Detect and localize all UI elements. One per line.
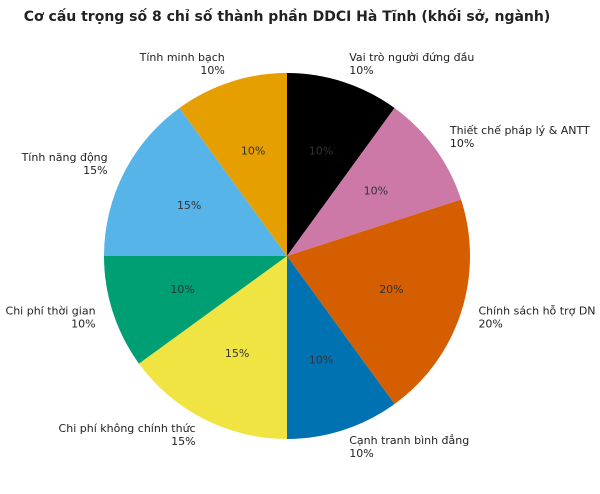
slice-name-label: Chi phí không chính thức	[59, 422, 196, 435]
pie-slice	[287, 107, 462, 256]
slice-name-label: Vai trò người đứng đầu	[349, 51, 474, 64]
slice-percent-label: 15%	[171, 435, 195, 448]
slice-percent-label: 10%	[71, 318, 95, 331]
slice-value-label: 10%	[170, 283, 194, 296]
slice-value-label: 15%	[177, 199, 201, 212]
slice-name-label: Thiết chế pháp lý & ANTT	[449, 124, 590, 137]
pie-slice	[104, 107, 287, 256]
pie-slice	[104, 256, 287, 364]
slice-value-label: 15%	[225, 347, 249, 360]
slice-percent-label: 20%	[478, 318, 502, 331]
slice-value-label: 10%	[309, 145, 333, 158]
slice-percent-label: 10%	[450, 137, 474, 150]
slice-name-label: Chi phí thời gian	[6, 305, 96, 318]
pie-slice	[138, 256, 287, 439]
pie-slice	[287, 256, 395, 439]
slice-percent-label: 10%	[200, 64, 224, 77]
slice-percent-label: 10%	[349, 64, 373, 77]
slice-value-label: 10%	[309, 353, 333, 366]
slice-name-label: Tính năng động	[21, 151, 108, 164]
slice-name-label: Tính minh bạch	[139, 51, 225, 64]
slice-percent-label: 15%	[83, 164, 107, 177]
pie-slice	[287, 73, 395, 256]
slice-value-label: 10%	[241, 145, 265, 158]
slice-value-label: 20%	[379, 283, 403, 296]
slice-name-label: Cạnh tranh bình đẳng	[349, 434, 469, 447]
slice-name-label: Chính sách hỗ trợ DN	[478, 305, 595, 318]
slice-value-label: 10%	[364, 184, 388, 197]
pie-slice	[287, 199, 471, 405]
pie-slice	[179, 73, 287, 256]
slice-percent-label: 10%	[349, 447, 373, 460]
chart-title: Cơ cấu trọng số 8 chỉ số thành phần DDCI…	[24, 8, 551, 25]
